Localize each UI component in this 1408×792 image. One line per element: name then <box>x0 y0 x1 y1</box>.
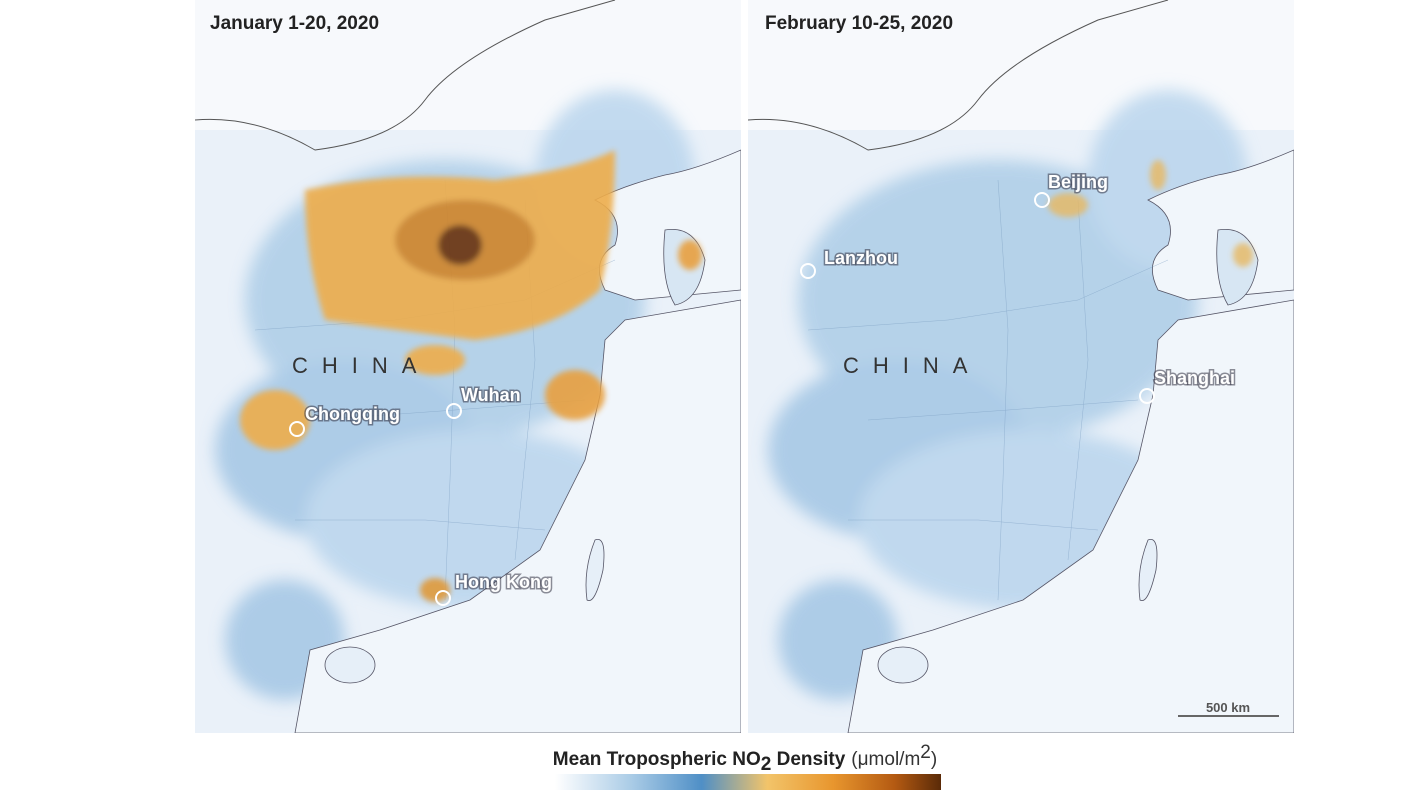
legend-title: Mean Tropospheric NO2 Density (μmol/m2) <box>553 742 937 775</box>
city-label: Beijing <box>1048 172 1108 192</box>
city-marker <box>800 263 816 279</box>
legend-superscript: 2 <box>920 742 931 763</box>
legend-unit: (μmol/m <box>851 749 920 770</box>
country-label: CHINA <box>843 353 981 378</box>
city-label: Wuhan <box>461 385 521 405</box>
city-marker <box>1139 388 1155 404</box>
map-left <box>195 0 741 733</box>
city-marker <box>1034 192 1050 208</box>
legend-unit-end: ) <box>931 749 937 770</box>
city-marker <box>446 403 462 419</box>
legend-title-text: Mean Tropospheric NO <box>553 749 761 770</box>
city-label: Hong Kong <box>455 572 552 592</box>
city-label: Chongqing <box>305 404 400 424</box>
panel-title: February 10-25, 2020 <box>765 13 953 34</box>
city-label: Lanzhou <box>824 248 898 268</box>
color-scale <box>555 774 941 790</box>
city-marker <box>435 590 451 606</box>
map-right <box>748 0 1294 733</box>
scale-label: 500 km <box>1206 700 1250 715</box>
city-marker <box>289 421 305 437</box>
city-label: Shanghai <box>1154 368 1235 388</box>
legend-title-end: Density <box>771 749 845 770</box>
country-label: CHINA <box>292 353 430 378</box>
panel-title: January 1-20, 2020 <box>210 13 379 34</box>
legend-subscript: 2 <box>761 754 772 775</box>
